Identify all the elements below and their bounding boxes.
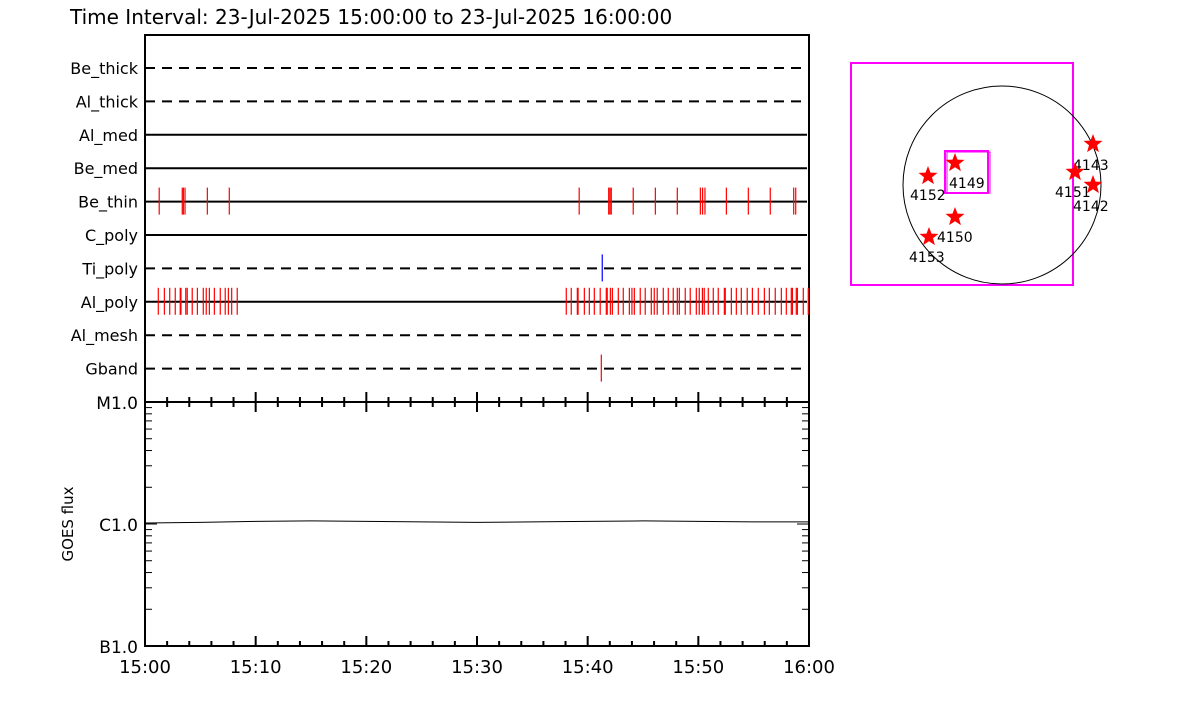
row-label: C_poly bbox=[85, 226, 138, 246]
x-tick-label: 15:30 bbox=[451, 657, 503, 678]
active-region-label: 4153 bbox=[909, 250, 945, 266]
x-tick-label: 15:40 bbox=[562, 657, 614, 678]
active-region-star bbox=[918, 166, 938, 185]
row-label: Ti_poly bbox=[81, 259, 138, 279]
active-region-star bbox=[1083, 134, 1103, 153]
active-region-star bbox=[1083, 175, 1103, 194]
goes-flux-panel: GOES flux M1.0 C1.0 B1.015:00 15:10 15:20 15:… bbox=[59, 392, 835, 678]
row-label: Be_thin bbox=[78, 193, 138, 213]
goes-y-axis-label: GOES flux bbox=[59, 486, 77, 561]
goes-frame bbox=[144, 401, 810, 647]
row-label: Al_thick bbox=[76, 92, 139, 112]
sot-fov-box-2 bbox=[946, 151, 991, 194]
active-region-label: 4149 bbox=[949, 176, 985, 192]
xrt-fov-box bbox=[850, 62, 1074, 286]
x-tick-label: 15:00 bbox=[119, 657, 171, 678]
row-label: Gband bbox=[85, 360, 138, 379]
row-label: Al_med bbox=[79, 126, 138, 146]
y-tick-label: M1.0 bbox=[96, 394, 138, 414]
row-label: Be_thick bbox=[70, 59, 138, 79]
row-label: Al_poly bbox=[81, 293, 138, 313]
active-region-label: 4150 bbox=[937, 230, 973, 246]
active-region-star bbox=[1065, 162, 1085, 181]
timeline-frame bbox=[144, 34, 810, 403]
filter-timeline-panel: Be_thick Al_thick Al_med Be_med Be_thin C_pol… bbox=[70, 34, 810, 403]
active-region-label: 4142 bbox=[1073, 199, 1109, 215]
y-tick-label: B1.0 bbox=[99, 638, 138, 658]
active-region-star bbox=[945, 207, 965, 226]
goes-flux-line bbox=[144, 520, 809, 524]
plot-title: Time Interval: 23-Jul-2025 15:00:00 to 2… bbox=[69, 5, 672, 29]
x-tick-label: 15:10 bbox=[230, 657, 282, 678]
active-region-label: 4152 bbox=[910, 188, 946, 204]
active-region-label: 4151 bbox=[1055, 185, 1091, 201]
solar-limb bbox=[902, 85, 1102, 285]
x-tick-label: 15:20 bbox=[340, 657, 392, 678]
row-label: Be_med bbox=[74, 159, 138, 179]
active-region-star bbox=[945, 153, 965, 172]
x-tick-label: 16:00 bbox=[783, 657, 835, 678]
x-tick-label: 15:50 bbox=[672, 657, 724, 678]
row-label: Al_mesh bbox=[71, 326, 138, 346]
active-region-star bbox=[919, 227, 939, 246]
y-tick-label: C1.0 bbox=[99, 516, 138, 536]
